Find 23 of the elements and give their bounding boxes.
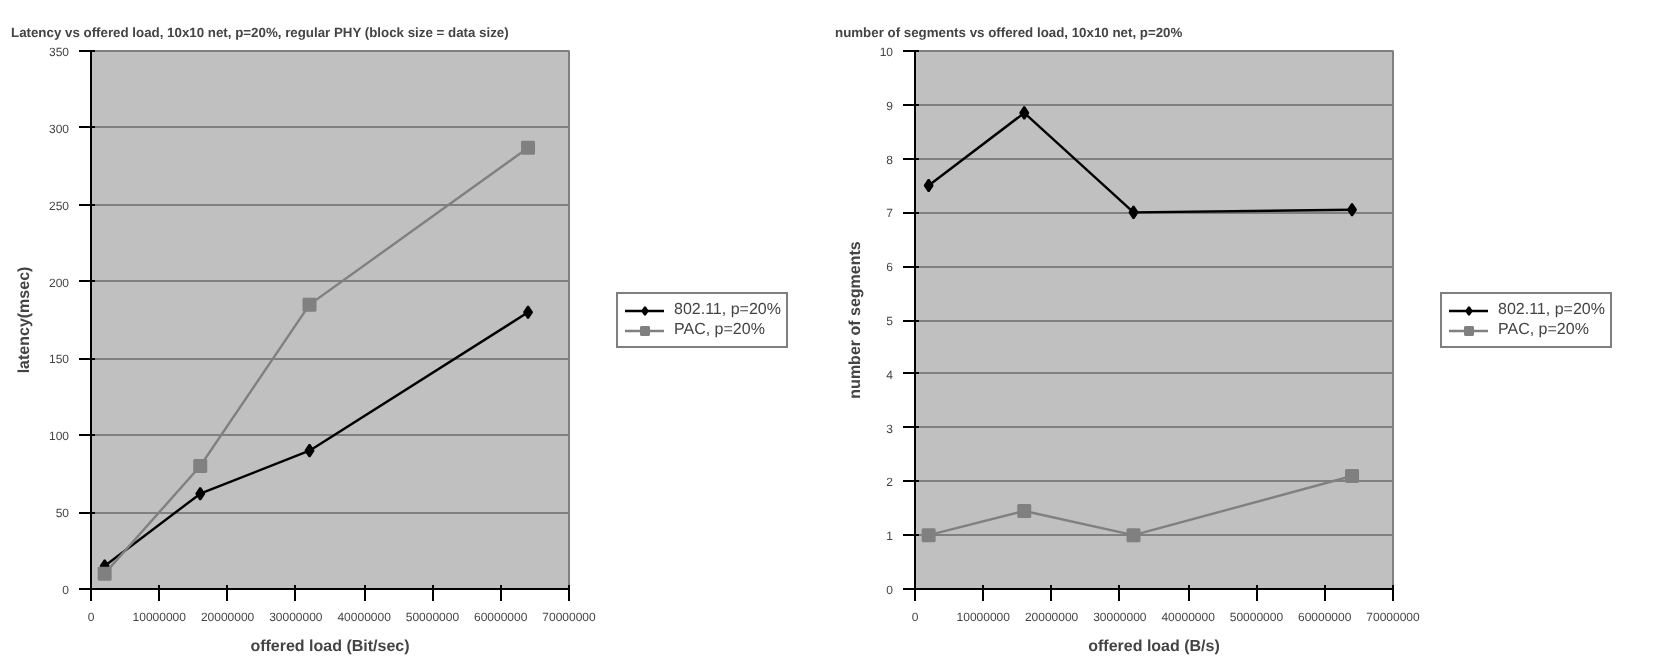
point <box>97 566 112 581</box>
legend-label: PAC, p=20% <box>674 319 765 339</box>
point <box>193 459 208 474</box>
point <box>521 140 536 155</box>
y-axis-title: number of segments <box>845 240 864 399</box>
point <box>1017 503 1032 518</box>
legend-label: PAC, p=20% <box>1498 319 1589 339</box>
point <box>1128 205 1139 220</box>
x-axis-title: offered load (B/s) <box>1088 637 1221 655</box>
legend-label: 802.11, p=20% <box>1498 299 1605 319</box>
point <box>302 297 317 312</box>
point <box>195 486 206 501</box>
point <box>1126 528 1141 543</box>
point <box>923 178 934 193</box>
legend-label: 802.11, p=20% <box>674 299 781 319</box>
point <box>1345 469 1360 484</box>
y-axis-title: latency(msec) <box>14 265 33 374</box>
point <box>1347 202 1358 217</box>
x-axis-title: offered load (Bit/sec) <box>250 637 411 655</box>
point <box>523 305 534 320</box>
point <box>304 443 315 458</box>
point <box>1019 105 1030 120</box>
point <box>921 528 936 543</box>
